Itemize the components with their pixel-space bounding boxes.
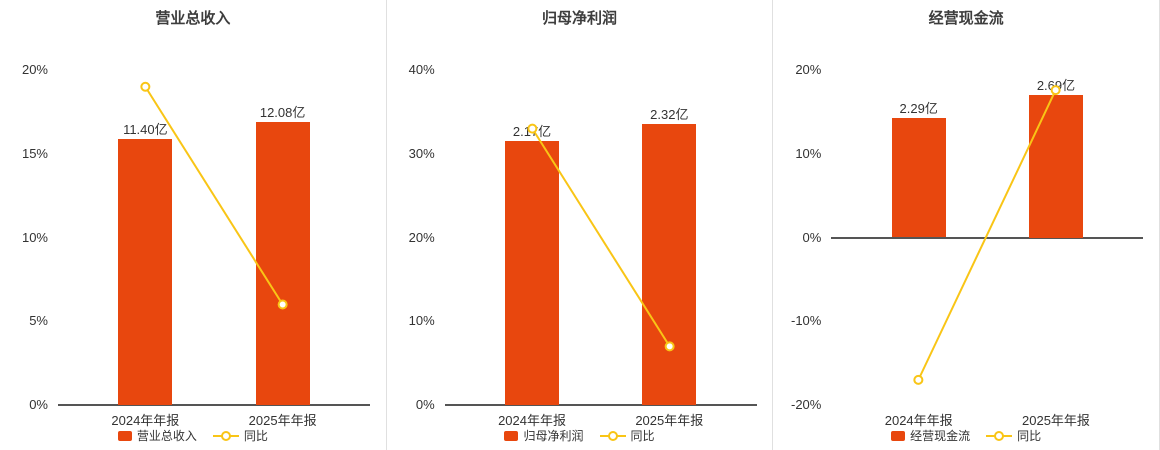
x-category-label: 2025年年报 [1022, 413, 1090, 428]
yoy-legend-label: 同比 [243, 429, 268, 443]
chart-legend: 经营现金流 同比 [773, 427, 1159, 444]
x-axis-line [58, 404, 370, 406]
y-tick-label: 20% [21, 62, 48, 77]
yoy-marker [527, 123, 538, 134]
y-tick-label: 10% [408, 313, 435, 329]
bar-legend-label: 经营现金流 [910, 429, 971, 443]
y-tick-label: -20% [790, 397, 822, 412]
bar [1028, 95, 1083, 238]
y-tick-label: 10% [21, 229, 48, 245]
yoy-legend-item: 同比 [599, 427, 655, 444]
bar-legend-swatch-icon [891, 430, 906, 441]
x-category-label: 2025年年报 [248, 413, 317, 428]
y-tick-label: 5% [29, 313, 48, 329]
y-tick-label: 30% [408, 145, 435, 161]
bar-legend-swatch-icon [117, 430, 132, 441]
bar-legend-label: 归母净利润 [523, 429, 584, 443]
bar-legend-label: 营业总收入 [136, 429, 197, 443]
yoy-marker [664, 341, 675, 352]
x-category-label: 2024年年报 [111, 413, 180, 428]
chart-legend: 营业总收入 同比 [0, 427, 386, 444]
yoy-legend-marker-icon [212, 430, 239, 441]
bar-value-label: 2.32亿 [650, 106, 689, 122]
yoy-marker [913, 374, 924, 385]
y-tick-label: 0% [802, 229, 822, 245]
yoy-line-layer [913, 85, 1061, 385]
chart-title: 经营现金流 [928, 10, 1004, 27]
x-axis-line [444, 404, 757, 406]
bar-value-label: 11.40亿 [123, 121, 168, 137]
bar [118, 138, 173, 405]
y-tick-label: -10% [790, 313, 822, 329]
bar-legend-item: 归母净利润 [504, 427, 584, 444]
bar [891, 117, 946, 238]
bar-legend-swatch-icon [504, 430, 519, 441]
yoy-line-layer [527, 123, 675, 352]
x-axis-line [831, 236, 1144, 239]
y-tick-label: 0% [29, 397, 48, 412]
yoy-line [144, 86, 284, 306]
y-tick-label: 20% [795, 62, 822, 77]
plot-area: 0% 5% 10% 15% 20% 11.40亿 2024年年报 12.08亿 2025年年报 [0, 62, 386, 428]
y-tick-label: 15% [21, 145, 48, 161]
yoy-legend-item: 同比 [986, 427, 1041, 444]
yoy-marker [1050, 85, 1061, 96]
y-tick-label: 0% [415, 397, 435, 412]
chart-panel-total-revenue: 营业总收入 0% 5% 10% 15% 20% 11.40亿 2024年年报 12.08亿 20… [0, 0, 387, 450]
x-category-label: 2024年年报 [498, 413, 566, 428]
bar-legend-item: 经营现金流 [891, 427, 970, 444]
bar [255, 121, 310, 405]
yoy-marker [140, 81, 151, 92]
yoy-legend-label: 同比 [630, 429, 655, 443]
yoy-legend-label: 同比 [1017, 429, 1042, 443]
yoy-legend-marker-icon [986, 430, 1013, 441]
yoy-line [531, 128, 671, 347]
yoy-legend-marker-icon [599, 430, 626, 441]
yoy-legend-item: 同比 [212, 427, 268, 444]
x-category-label: 2025年年报 [635, 413, 704, 428]
y-tick-label: 20% [408, 229, 435, 245]
chart-legend: 归母净利润 同比 [387, 427, 773, 444]
chart-title: 营业总收入 [155, 10, 231, 27]
bar [642, 123, 697, 405]
y-tick-label: 10% [795, 145, 822, 161]
chart-panel-operating-cashflow: 经营现金流 -20%-10%0%10%20%2.29亿2024年年报2.69亿2… [773, 0, 1160, 450]
bar-value-label: 2.29亿 [899, 100, 938, 116]
x-category-label: 2024年年报 [884, 413, 953, 428]
bar-value-label: 12.08亿 [259, 104, 306, 120]
yoy-line-layer [140, 81, 288, 310]
y-tick-label: 40% [408, 62, 435, 77]
chart-panel-net-profit: 归母净利润 0%10%20%30%40%2.17亿2024年年报2.32亿202… [386, 0, 774, 450]
bar [505, 141, 560, 405]
chart-title: 归母净利润 [542, 10, 618, 27]
yoy-line [917, 89, 1057, 381]
bar-legend-item: 营业总收入 [117, 427, 197, 444]
yoy-marker [277, 299, 288, 310]
